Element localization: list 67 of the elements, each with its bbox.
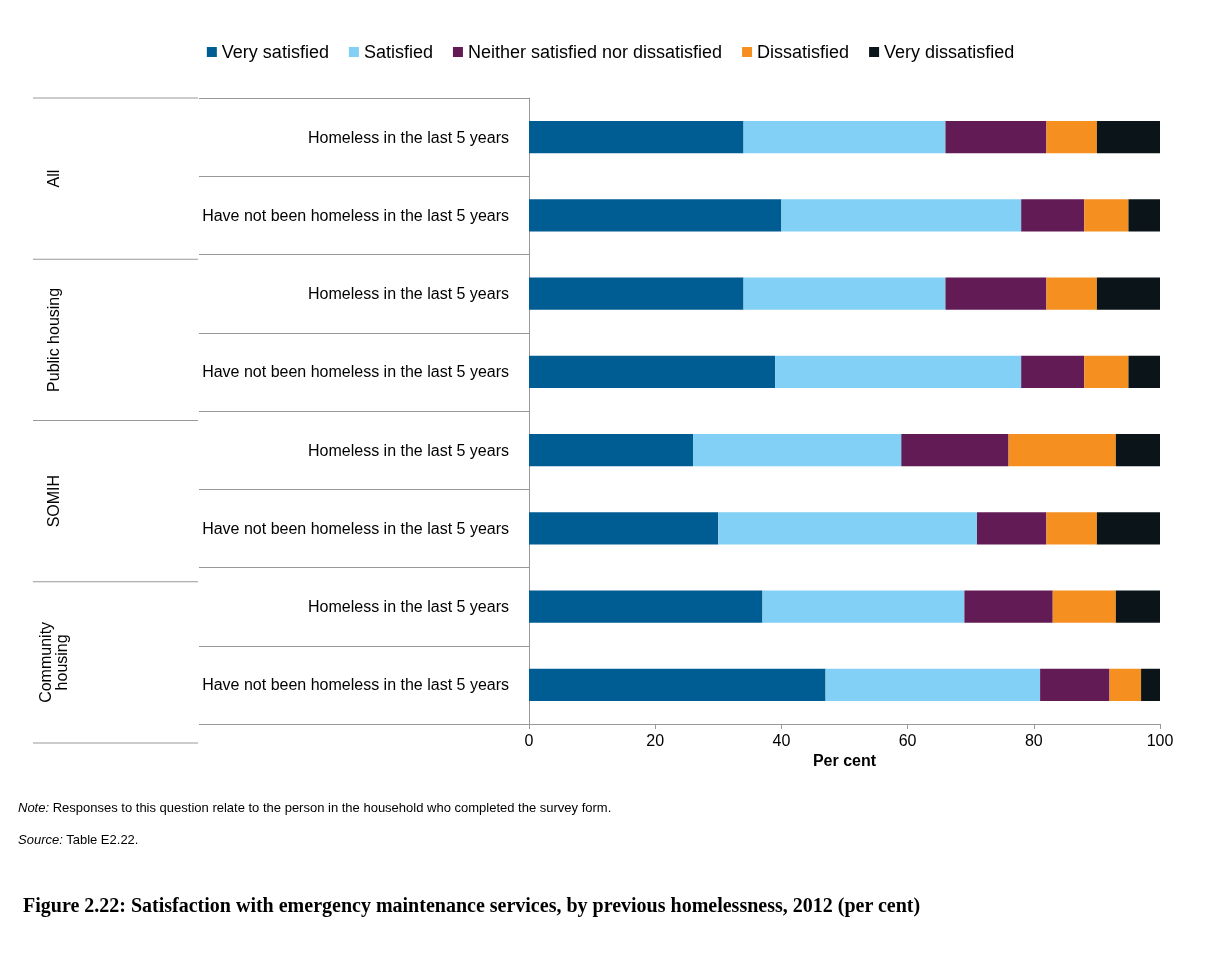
bar xyxy=(945,277,1047,310)
x-tick-label: 80 xyxy=(1024,731,1043,749)
text: Community housing xyxy=(36,621,70,703)
bar xyxy=(1084,355,1129,388)
legend-label: Dissatisfied xyxy=(757,42,850,62)
bar xyxy=(529,668,826,701)
bar xyxy=(529,434,694,467)
text: Figure 2.22: Satisfaction with emergency maintenance services, by previous homelessness, 2012 (per cent) xyxy=(23,894,921,917)
legend-label: Very satisfied xyxy=(221,42,329,62)
bar xyxy=(977,512,1047,545)
bar xyxy=(743,121,946,154)
bar xyxy=(762,590,965,623)
bar xyxy=(1046,512,1097,545)
text: SOMIH xyxy=(44,474,62,528)
legend-label: Satisfied xyxy=(363,42,433,62)
bar xyxy=(1115,434,1160,467)
bar xyxy=(781,199,1022,232)
bar xyxy=(529,512,719,545)
bar xyxy=(1141,668,1160,701)
y-tick-label: Homeless in the last 5 years xyxy=(308,128,509,146)
bar xyxy=(1096,512,1160,545)
y-tick-label: Have not been homeless in the last 5 years xyxy=(202,676,509,694)
y-tick-label: Homeless in the last 5 years xyxy=(308,285,509,303)
x-axis-title: Per cent xyxy=(812,752,877,770)
bar xyxy=(1128,355,1160,388)
bar xyxy=(964,590,1053,623)
bar xyxy=(775,355,1022,388)
bar xyxy=(1096,277,1160,310)
x-tick-label: 40 xyxy=(772,731,791,749)
bar xyxy=(945,121,1047,154)
text: All xyxy=(44,169,62,188)
bar xyxy=(1008,434,1116,467)
y-tick-label: Have not been homeless in the last 5 years xyxy=(202,519,509,537)
x-tick-label: 0 xyxy=(524,731,534,749)
text: Public housing xyxy=(44,287,62,392)
y-tick-label: Have not been homeless in the last 5 years xyxy=(202,206,509,224)
bar xyxy=(718,512,978,545)
legend-label: Very dissatisfied xyxy=(884,42,1015,62)
bar xyxy=(529,277,744,310)
text: Note: Responses to this question relate to the person in the household who completed the survey form. xyxy=(18,800,612,815)
bar xyxy=(1021,199,1085,232)
y-tick-label: Homeless in the last 5 years xyxy=(308,441,509,459)
bar xyxy=(1046,277,1097,310)
bar xyxy=(1046,121,1097,154)
bar xyxy=(529,590,763,623)
x-tick-label: 60 xyxy=(898,731,917,749)
y-tick-label: Have not been homeless in the last 5 years xyxy=(202,363,509,381)
y-tick-label: Homeless in the last 5 years xyxy=(308,598,509,616)
bar xyxy=(529,199,782,232)
x-tick-label: 100 xyxy=(1146,731,1174,749)
bar xyxy=(1052,590,1116,623)
bar xyxy=(743,277,946,310)
bar xyxy=(1115,590,1160,623)
bar xyxy=(529,355,776,388)
bar xyxy=(825,668,1041,701)
bar xyxy=(1128,199,1160,232)
legend-label: Neither satisfied nor dissatisfied xyxy=(467,42,723,62)
source-note: Source: Table E2.22. xyxy=(18,832,139,847)
bar xyxy=(1040,668,1110,701)
bar xyxy=(1096,121,1160,154)
bar xyxy=(1109,668,1142,701)
x-tick-label: 20 xyxy=(646,731,665,749)
bar xyxy=(529,121,744,154)
bar xyxy=(1021,355,1085,388)
bar xyxy=(1084,199,1129,232)
bar xyxy=(693,434,902,467)
bar xyxy=(901,434,1009,467)
